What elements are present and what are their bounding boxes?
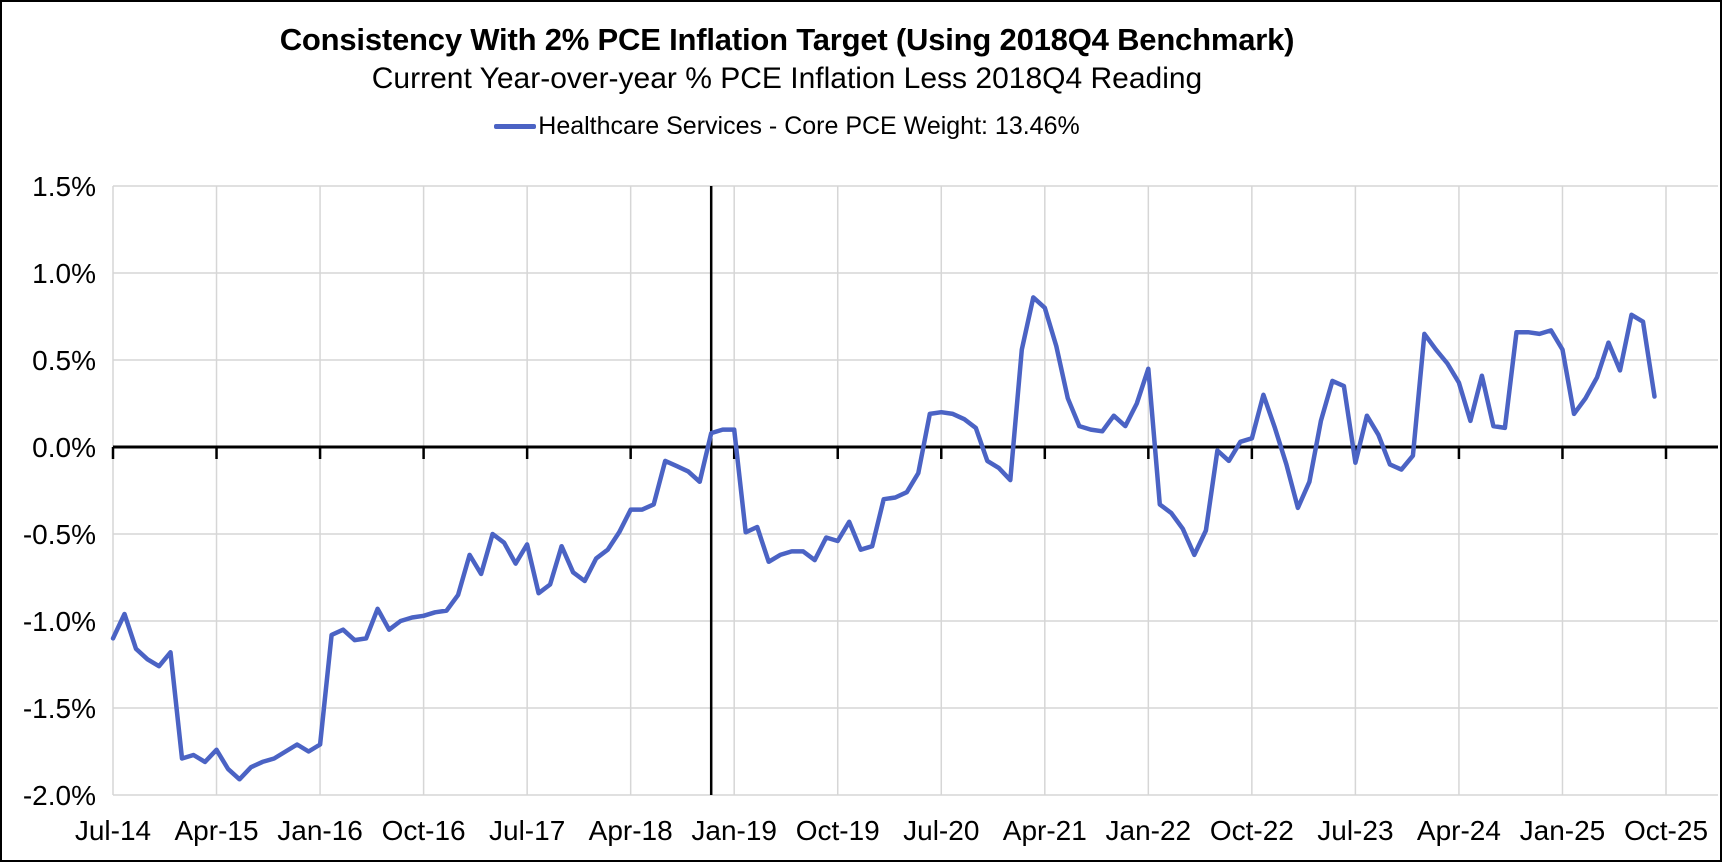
legend: Healthcare Services - Core PCE Weight: 1… xyxy=(2,112,1572,141)
x-axis-tick-label: Jan-25 xyxy=(1520,815,1606,846)
y-axis-tick-label: -0.5% xyxy=(23,519,96,550)
x-axis-tick-label: Oct-19 xyxy=(796,815,880,846)
x-axis-tick-label: Jul-17 xyxy=(489,815,565,846)
x-axis-tick-label: Apr-24 xyxy=(1417,815,1501,846)
x-axis-tick-label: Jul-23 xyxy=(1317,815,1393,846)
y-axis-tick-label: 1.5% xyxy=(32,171,96,202)
x-axis-tick-label: Apr-15 xyxy=(175,815,259,846)
x-axis-tick-label: Oct-16 xyxy=(382,815,466,846)
x-axis-tick-label: Oct-22 xyxy=(1210,815,1294,846)
x-axis-tick-label: Jul-20 xyxy=(903,815,979,846)
x-axis-tick-label: Jan-16 xyxy=(277,815,363,846)
y-axis-tick-label: -2.0% xyxy=(23,780,96,811)
x-axis-tick-label: Apr-18 xyxy=(589,815,673,846)
y-axis-tick-label: -1.5% xyxy=(23,693,96,724)
x-axis-tick-label: Oct-25 xyxy=(1624,815,1708,846)
x-axis-tick-label: Jul-14 xyxy=(75,815,151,846)
x-axis-tick-label: Jan-22 xyxy=(1106,815,1192,846)
chart-subtitle: Current Year-over-year % PCE Inflation L… xyxy=(371,62,1203,95)
legend-label: Healthcare Services - Core PCE Weight: 1… xyxy=(538,112,1080,140)
y-axis-tick-label: 0.5% xyxy=(32,345,96,376)
y-axis-tick-label: 1.0% xyxy=(32,258,96,289)
chart-header: Consistency With 2% PCE Inflation Target… xyxy=(2,2,1572,96)
x-axis-tick-label: Apr-21 xyxy=(1003,815,1087,846)
chart-title: Consistency With 2% PCE Inflation Target… xyxy=(279,22,1295,57)
x-axis-tick-label: Jan-19 xyxy=(691,815,777,846)
y-axis-tick-label: 0.0% xyxy=(32,432,96,463)
healthcare-series-line xyxy=(110,295,1657,782)
y-axis-tick-label: -1.0% xyxy=(23,606,96,637)
legend-line-marker xyxy=(494,124,537,129)
